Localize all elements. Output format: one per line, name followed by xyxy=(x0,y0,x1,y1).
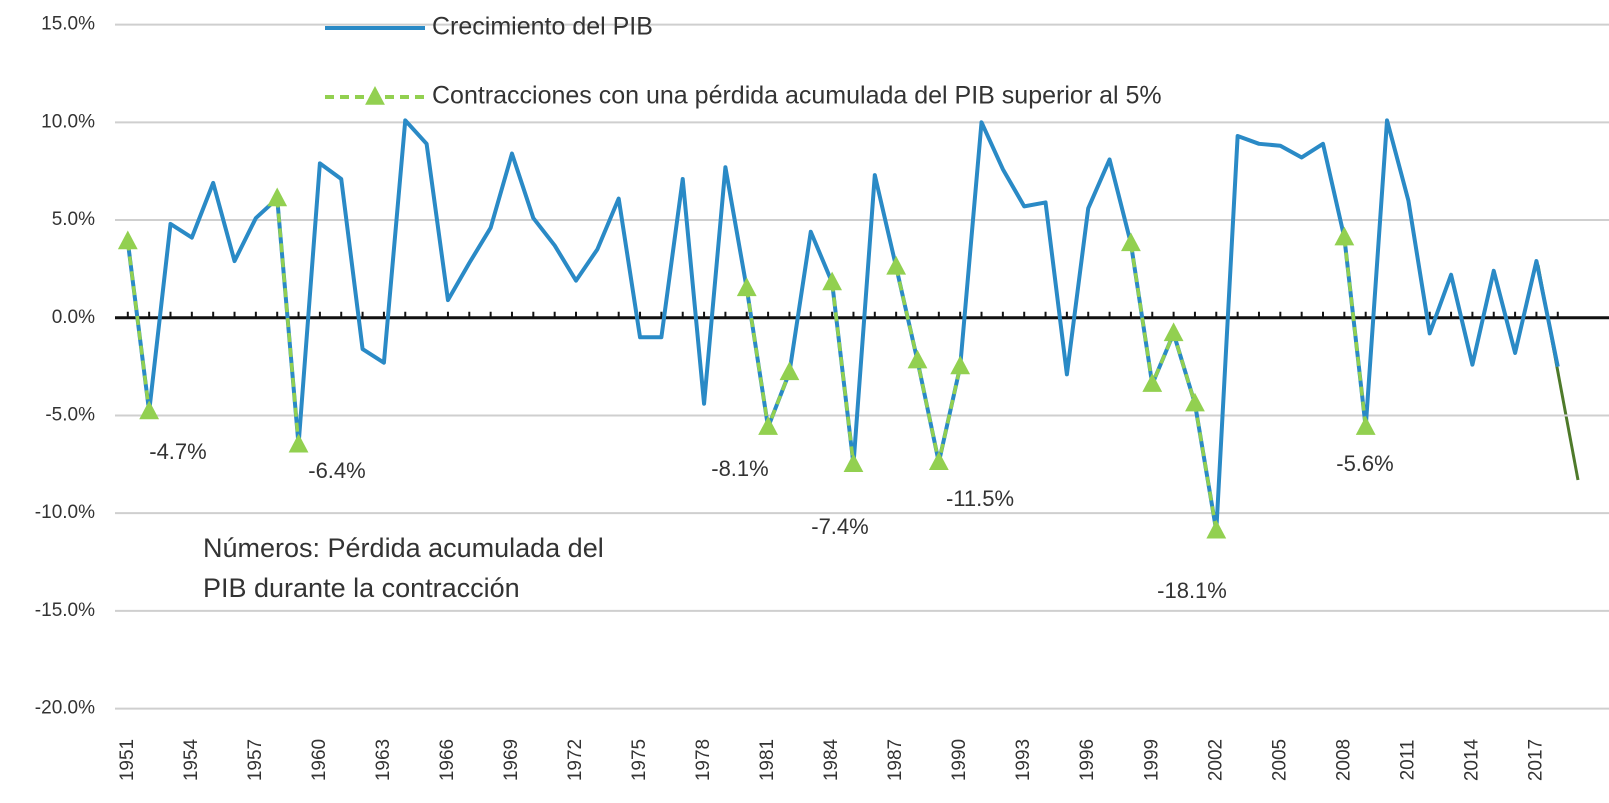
marker xyxy=(779,361,800,381)
contraction-label: -7.4% xyxy=(811,514,868,539)
marker xyxy=(288,433,309,453)
y-tick-label: -5.0% xyxy=(45,404,95,425)
x-tick-label: 1987 xyxy=(885,739,906,781)
contraction-label: -4.7% xyxy=(149,439,206,464)
series-line xyxy=(745,288,792,429)
note: Números: Pérdida acumulada del xyxy=(203,533,604,563)
y-tick-label: -15.0% xyxy=(35,600,95,621)
series-line xyxy=(126,241,151,412)
x-tick-label: 1951 xyxy=(117,739,138,781)
contraction-label: -8.1% xyxy=(711,456,768,481)
y-tick-label: 15.0% xyxy=(41,14,95,35)
x-tick-label: 1999 xyxy=(1141,739,1162,781)
y-tick-label: 5.0% xyxy=(52,209,95,230)
x-tick-label: 1984 xyxy=(821,738,842,781)
marker xyxy=(267,187,288,207)
x-tick-label: 1960 xyxy=(309,739,330,781)
legend-label: Crecimiento del PIB xyxy=(432,13,653,41)
marker xyxy=(736,277,757,297)
marker xyxy=(843,453,864,473)
x-tick-label: 2011 xyxy=(1397,740,1418,781)
y-tick-label: -20.0% xyxy=(35,698,95,719)
x-tick-label: 1957 xyxy=(245,739,266,781)
legend-label: Contracciones con una pérdida acumulada … xyxy=(432,82,1162,110)
series-line xyxy=(1129,243,1219,532)
x-tick-label: 1966 xyxy=(437,739,458,781)
marker xyxy=(758,416,778,435)
marker xyxy=(886,255,907,275)
contraction-label: -18.1% xyxy=(1157,578,1227,603)
marker xyxy=(1142,373,1163,392)
x-tick-label: 1969 xyxy=(501,739,522,781)
series-line xyxy=(894,266,962,465)
series-line xyxy=(830,282,856,465)
x-tick-label: 1954 xyxy=(181,738,202,781)
marker xyxy=(1121,232,1141,252)
y-tick-label: 0.0% xyxy=(52,307,95,328)
marker xyxy=(1206,519,1227,539)
x-tick-label: 1975 xyxy=(629,739,650,781)
marker xyxy=(822,271,843,291)
contraction-label: -6.4% xyxy=(308,458,365,483)
y-tick-label: 10.0% xyxy=(41,111,95,132)
x-tick-label: 2014 xyxy=(1461,738,1482,781)
marker xyxy=(928,451,949,471)
x-tick-label: 2017 xyxy=(1525,739,1546,781)
marker xyxy=(907,349,928,369)
y-tick-label: -10.0% xyxy=(35,502,95,523)
marker xyxy=(1163,322,1184,342)
marker xyxy=(1185,392,1205,412)
note: PIB durante la contracción xyxy=(203,573,520,603)
contraction-label: -11.5% xyxy=(946,486,1014,511)
marker xyxy=(1334,226,1355,246)
x-tick-label: 1996 xyxy=(1077,739,1098,781)
marker xyxy=(117,230,138,250)
series-line xyxy=(275,198,301,445)
marker xyxy=(139,400,160,420)
legend-marker xyxy=(365,86,385,105)
x-tick-label: 1978 xyxy=(693,739,714,781)
x-tick-label: 1963 xyxy=(373,739,394,781)
x-tick-label: 2002 xyxy=(1205,739,1226,781)
series-line xyxy=(1342,237,1368,428)
x-tick-label: 1990 xyxy=(949,739,970,781)
x-tick-label: 2005 xyxy=(1269,739,1290,781)
x-tick-label: 2008 xyxy=(1333,739,1354,781)
x-tick-label: 1972 xyxy=(565,739,586,781)
marker xyxy=(1355,416,1376,435)
x-tick-label: 1981 xyxy=(757,739,778,781)
marker xyxy=(950,355,971,375)
x-tick-label: 1993 xyxy=(1013,739,1034,781)
contraction-label: -5.6% xyxy=(1336,451,1393,476)
